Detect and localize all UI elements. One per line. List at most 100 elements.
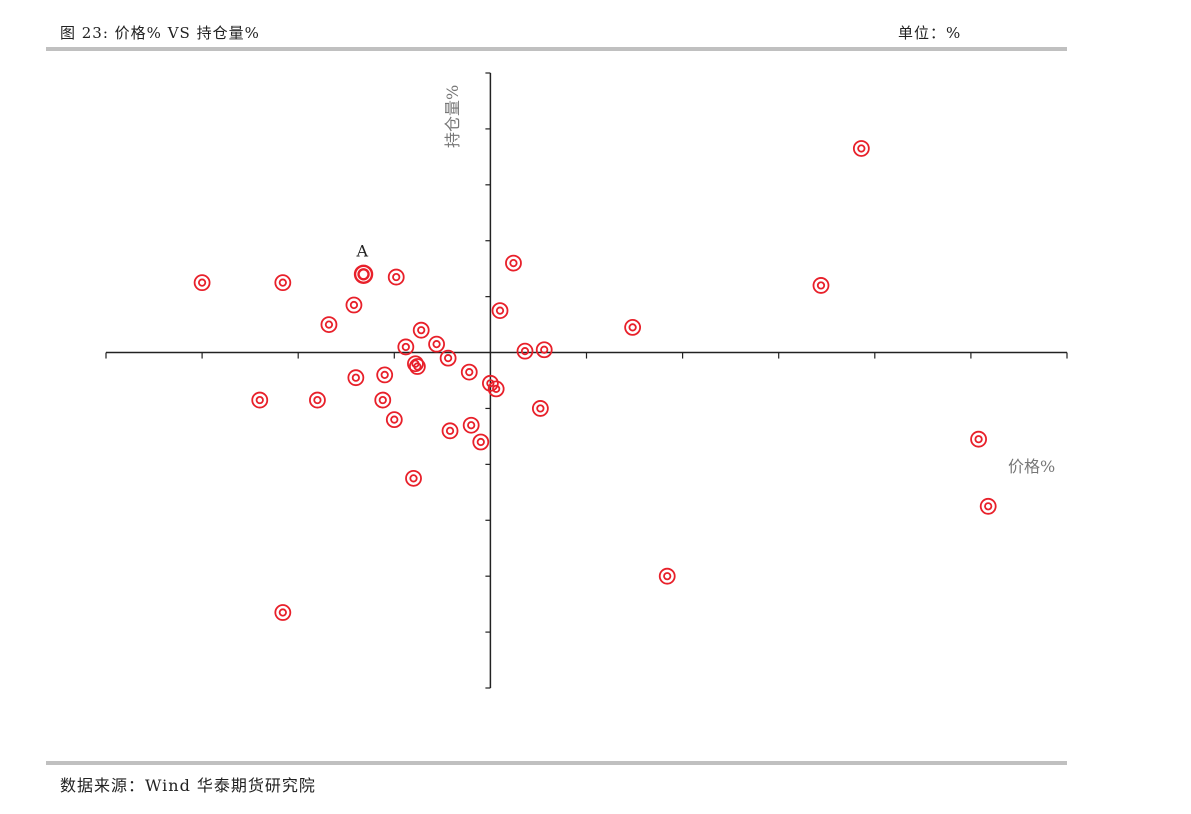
marker-inner-ring (392, 272, 401, 282)
data-point (193, 274, 211, 292)
data-point (531, 400, 549, 417)
marker-inner-ring (357, 268, 370, 281)
x-axis-title: 价格% (1008, 457, 1055, 476)
marker-inner-ring (984, 502, 993, 511)
marker-inner-ring (445, 426, 455, 435)
marker-outer-ring (624, 318, 642, 336)
marker-inner-ring (536, 404, 545, 413)
marker-inner-ring (465, 368, 474, 377)
data-point (387, 268, 405, 286)
marker-inner-ring (467, 421, 476, 430)
marker-inner-ring (476, 437, 485, 447)
marker-outer-ring (309, 391, 326, 409)
data-point (405, 469, 422, 487)
marker-outer-ring (408, 358, 426, 375)
data-point (385, 411, 403, 429)
data-point (428, 335, 445, 353)
data-point (624, 318, 642, 336)
data-point (462, 416, 480, 434)
marker-inner-ring (857, 144, 866, 153)
marker-inner-ring (974, 435, 983, 444)
data-point (347, 369, 365, 387)
marker-outer-ring (428, 335, 445, 353)
figure-title: 图 23: 价格% VS 持仓量% (60, 24, 260, 42)
data-point (535, 341, 553, 359)
annotation-a: A (356, 241, 369, 260)
marker-outer-ring (412, 321, 430, 339)
marker-outer-ring (505, 254, 522, 272)
marker-outer-ring (535, 341, 553, 359)
data-point (970, 430, 987, 448)
marker-outer-ring (374, 391, 392, 409)
marker-inner-ring (417, 326, 426, 335)
marker-outer-ring (405, 469, 422, 487)
marker-inner-ring (278, 278, 287, 287)
marker-inner-ring (520, 347, 530, 356)
marker-outer-ring (353, 264, 374, 284)
marker-inner-ring (278, 608, 287, 617)
data-point (408, 358, 426, 375)
top-rule (46, 47, 1067, 51)
marker-inner-ring (816, 281, 826, 290)
data-points (193, 140, 997, 621)
data-point (481, 374, 499, 392)
data-point (979, 497, 997, 515)
marker-outer-ring (658, 567, 676, 585)
marker-outer-ring (970, 430, 987, 448)
marker-center (361, 272, 366, 277)
data-point (309, 391, 326, 409)
marker-outer-ring (347, 369, 365, 387)
marker-inner-ring (495, 306, 505, 315)
marker-inner-ring (255, 395, 264, 405)
data-point (487, 380, 505, 398)
marker-outer-ring (345, 296, 363, 314)
marker-inner-ring (444, 354, 453, 363)
data-point (374, 391, 392, 409)
marker-inner-ring (349, 300, 359, 310)
marker-outer-ring (462, 416, 480, 434)
data-point (852, 140, 870, 157)
data-point (251, 391, 269, 409)
marker-outer-ring (320, 316, 338, 333)
marker-inner-ring (324, 320, 334, 329)
data-point (353, 264, 374, 284)
marker-inner-ring (378, 395, 387, 405)
data-point (376, 366, 394, 384)
marker-inner-ring (198, 278, 207, 287)
data-point (320, 316, 338, 333)
marker-inner-ring (413, 362, 422, 371)
marker-outer-ring (491, 302, 509, 320)
marker-outer-ring (531, 400, 549, 417)
data-point (658, 567, 676, 585)
marker-outer-ring (439, 349, 457, 367)
data-source: 数据来源：Wind 华泰期货研究院 (60, 776, 316, 795)
marker-inner-ring (313, 395, 322, 405)
data-point (412, 321, 430, 339)
data-point (491, 302, 509, 320)
marker-inner-ring (401, 342, 410, 352)
marker-outer-ring (460, 363, 478, 381)
marker-inner-ring (390, 415, 399, 424)
data-point (274, 274, 292, 292)
marker-inner-ring (351, 373, 360, 382)
y-axis-title: 持仓量% (443, 85, 462, 148)
marker-inner-ring (486, 379, 495, 388)
marker-outer-ring (193, 274, 211, 292)
marker-outer-ring (852, 140, 870, 157)
marker-outer-ring (274, 604, 292, 621)
marker-outer-ring (407, 355, 424, 373)
marker-inner-ring (509, 258, 518, 268)
data-point (516, 342, 534, 360)
data-point (812, 277, 830, 294)
marker-inner-ring (409, 474, 418, 483)
data-point (345, 296, 363, 314)
axes (105, 72, 1068, 689)
data-point (397, 338, 415, 356)
marker-outer-ring (387, 268, 405, 286)
data-point (274, 604, 292, 621)
marker-outer-ring (385, 411, 403, 429)
data-point (472, 433, 490, 451)
data-point (460, 363, 478, 381)
data-point (505, 254, 522, 272)
